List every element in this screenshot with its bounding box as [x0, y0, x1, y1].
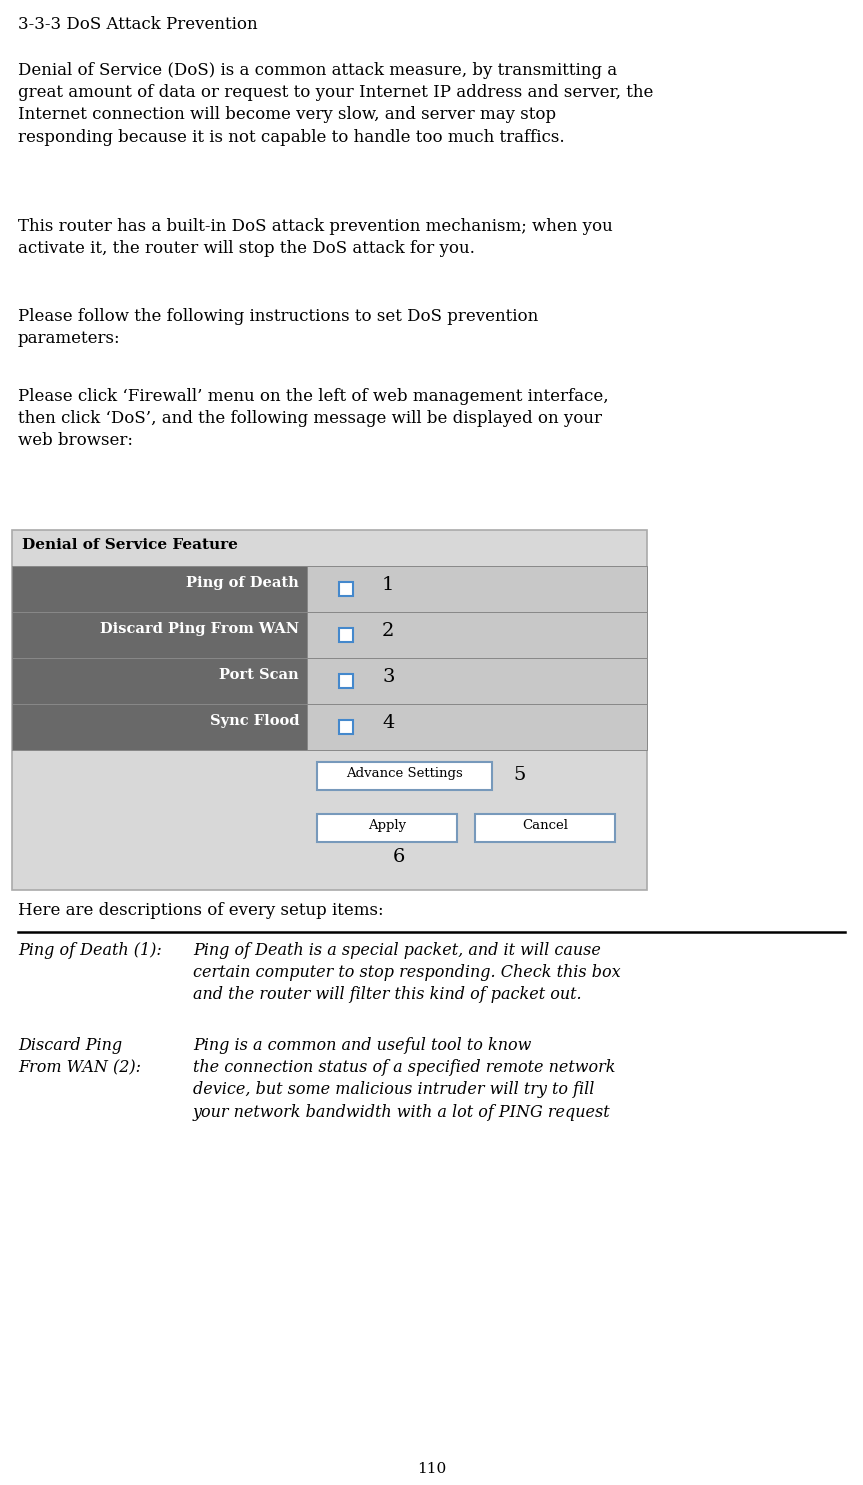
Text: Cancel: Cancel	[522, 820, 568, 832]
Text: Ping is a common and useful tool to know
the connection status of a specified re: Ping is a common and useful tool to know…	[193, 1037, 615, 1121]
Bar	[339, 674, 353, 688]
Text: Please click ‘Firewall’ menu on the left of web management interface,
then click: Please click ‘Firewall’ menu on the left…	[18, 388, 608, 450]
Bar	[307, 612, 647, 658]
Text: 5: 5	[513, 766, 526, 784]
Bar	[12, 530, 647, 890]
Text: 3-3-3 DoS Attack Prevention: 3-3-3 DoS Attack Prevention	[18, 16, 258, 33]
Bar	[339, 720, 353, 734]
Bar	[12, 612, 307, 658]
Text: This router has a built-in DoS attack prevention mechanism; when you
activate it: This router has a built-in DoS attack pr…	[18, 218, 613, 257]
Text: Denial of Service (DoS) is a common attack measure, by transmitting a
great amou: Denial of Service (DoS) is a common atta…	[18, 62, 653, 146]
Text: Discard Ping From WAN: Discard Ping From WAN	[100, 622, 299, 636]
Text: Here are descriptions of every setup items:: Here are descriptions of every setup ite…	[18, 901, 384, 919]
Text: 110: 110	[417, 1463, 446, 1476]
Text: Advance Settings: Advance Settings	[346, 766, 463, 780]
Text: 3: 3	[382, 668, 394, 686]
Bar	[317, 762, 492, 790]
Bar	[339, 582, 353, 595]
Text: Port Scan: Port Scan	[219, 668, 299, 682]
Bar	[317, 814, 457, 842]
Bar	[307, 658, 647, 704]
Text: 6: 6	[393, 848, 406, 866]
Text: 4: 4	[382, 714, 394, 732]
Text: Ping of Death: Ping of Death	[186, 576, 299, 590]
Bar	[307, 704, 647, 750]
Bar	[475, 814, 615, 842]
Bar	[12, 704, 307, 750]
Text: 2: 2	[382, 622, 394, 640]
Text: Please follow the following instructions to set DoS prevention
parameters:: Please follow the following instructions…	[18, 307, 539, 347]
Text: Discard Ping
From WAN (2):: Discard Ping From WAN (2):	[18, 1037, 141, 1077]
Text: Sync Flood: Sync Flood	[210, 714, 299, 728]
Bar	[339, 628, 353, 642]
Bar	[12, 566, 307, 612]
Text: 1: 1	[382, 576, 394, 594]
Bar	[307, 566, 647, 612]
Text: Denial of Service Feature: Denial of Service Feature	[22, 538, 238, 552]
Text: Ping of Death is a special packet, and it will cause
certain computer to stop re: Ping of Death is a special packet, and i…	[193, 941, 620, 1004]
Text: Apply: Apply	[368, 820, 406, 832]
Text: Ping of Death (1):: Ping of Death (1):	[18, 941, 161, 959]
Bar	[12, 658, 307, 704]
